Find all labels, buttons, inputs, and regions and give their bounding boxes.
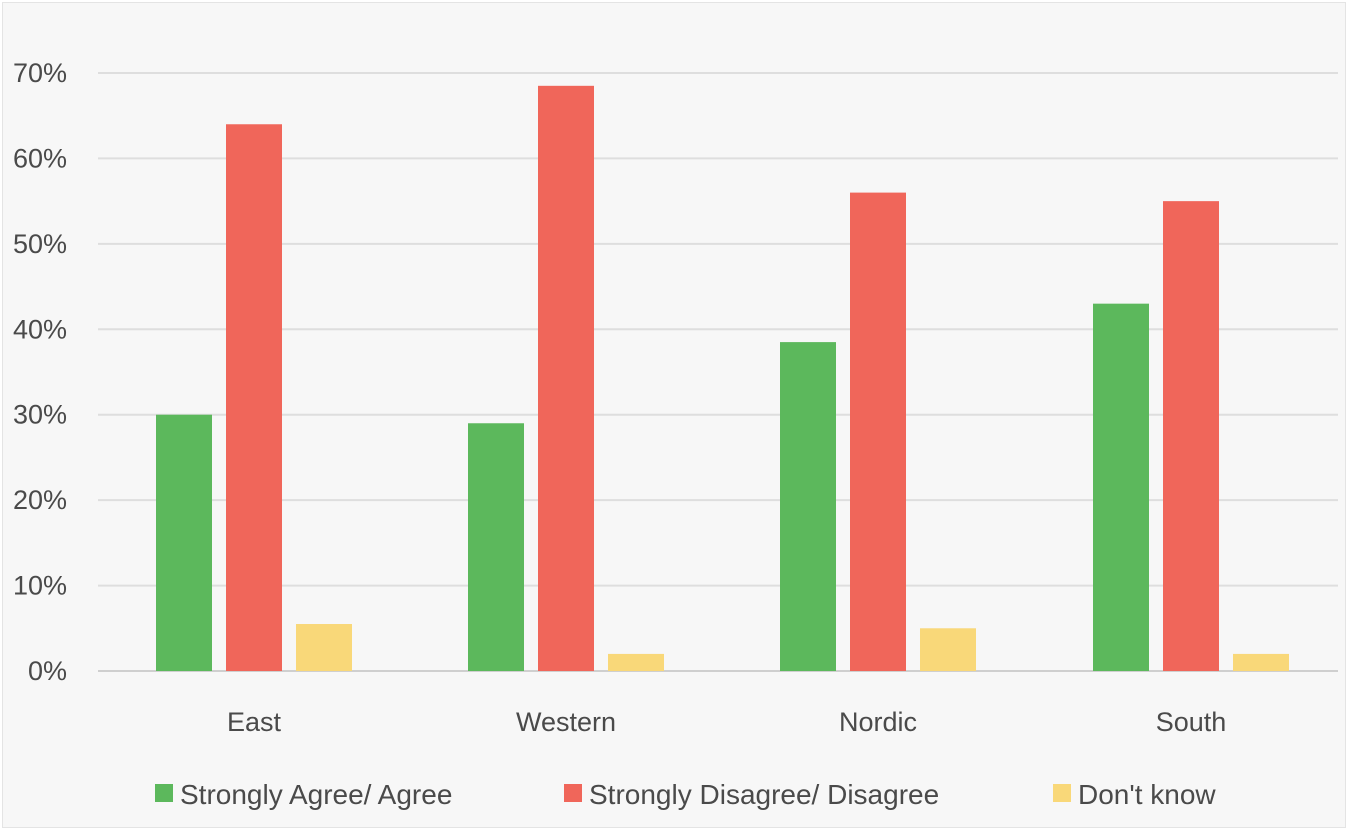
x-tick-label: Nordic	[839, 707, 917, 737]
bar-east-series-2	[226, 124, 282, 671]
legend-swatch	[564, 784, 582, 802]
y-tick-label: 20%	[13, 485, 67, 515]
bar-western-series-2	[538, 85, 594, 672]
bar-nordic-series-3	[920, 628, 976, 671]
bar-south-series-2	[1163, 201, 1219, 671]
y-tick-label: 10%	[13, 571, 67, 601]
x-tick-label: East	[227, 707, 282, 737]
y-tick-label: 70%	[13, 58, 67, 88]
y-tick-label: 60%	[13, 143, 67, 173]
bar-western-series-3	[608, 653, 664, 671]
y-tick-label: 40%	[13, 314, 67, 344]
y-axis-ticks: 0% 10% 20% 30% 40% 50% 60% 70%	[13, 58, 67, 686]
bar-western-series-1	[468, 423, 524, 671]
x-tick-label: Western	[516, 707, 616, 737]
bar-east-series-3	[296, 624, 352, 671]
bar-south-series-3	[1233, 653, 1289, 671]
y-tick-label: 50%	[13, 229, 67, 259]
bar-east-series-1	[156, 414, 212, 671]
legend-label: Don't know	[1078, 779, 1216, 810]
x-axis-ticks: East Western Nordic South	[227, 707, 1226, 737]
bar-chart: 0% 10% 20% 30% 40% 50% 60% 70% East Western Nordi…	[13, 58, 1338, 810]
legend: Strongly Agree/ Agree Strongly Disagree/ …	[155, 779, 1216, 810]
legend-swatch	[155, 784, 173, 802]
y-tick-label: 30%	[13, 400, 67, 430]
y-tick-label: 0%	[28, 656, 67, 686]
gridlines	[98, 72, 1338, 672]
legend-label: Strongly Agree/ Agree	[180, 779, 452, 810]
legend-label: Strongly Disagree/ Disagree	[589, 779, 939, 810]
bar-nordic-series-2	[850, 192, 906, 671]
legend-swatch	[1053, 784, 1071, 802]
x-tick-label: South	[1156, 707, 1227, 737]
bars	[156, 85, 1289, 672]
bar-nordic-series-1	[780, 342, 836, 671]
bar-south-series-1	[1093, 303, 1149, 671]
